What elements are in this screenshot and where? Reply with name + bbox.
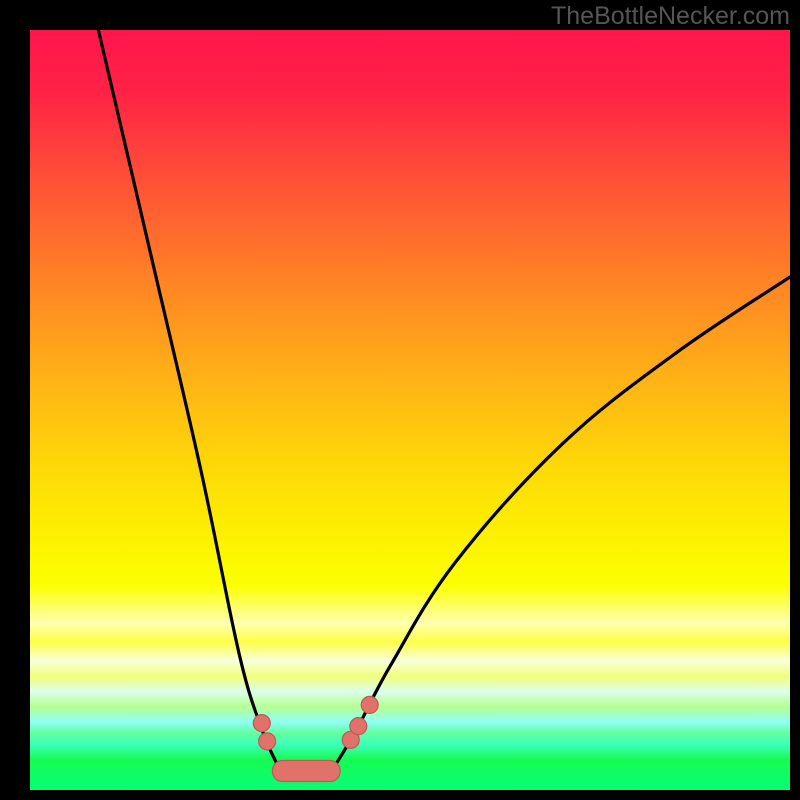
gradient-background	[30, 30, 790, 790]
bottom-bar	[272, 761, 340, 782]
data-dot	[253, 715, 270, 732]
data-dot	[259, 733, 276, 750]
chart-svg	[30, 30, 790, 790]
watermark-text: TheBottleNecker.com	[551, 2, 790, 31]
data-dot	[350, 718, 367, 735]
plot-area	[30, 30, 790, 790]
data-dot	[361, 696, 378, 713]
